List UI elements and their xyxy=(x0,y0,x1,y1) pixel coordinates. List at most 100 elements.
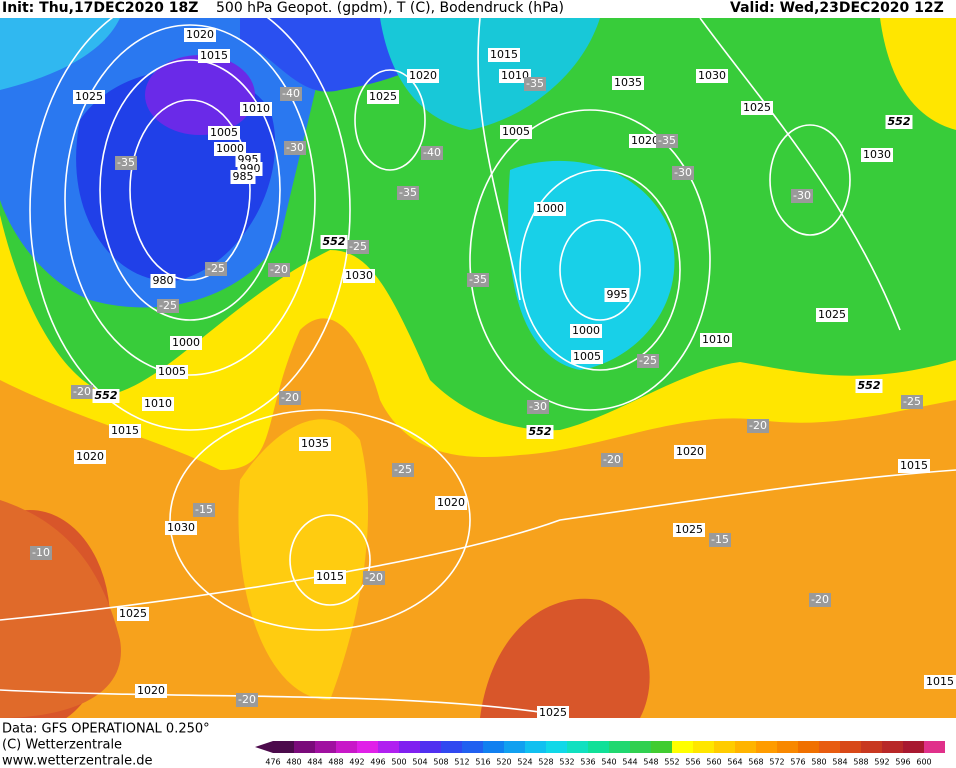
pressure-label-box xyxy=(700,333,732,347)
temperature-label-text: -10 xyxy=(32,546,50,559)
temperature-label: -20 xyxy=(236,693,258,707)
colorbar-label: 544 xyxy=(622,758,637,767)
colorbar-label: 520 xyxy=(496,758,511,767)
temperature-label-box xyxy=(115,156,137,170)
temperature-label-box xyxy=(901,395,923,409)
colorbar-swatch xyxy=(399,741,420,753)
pressure-label-text: 1020 xyxy=(631,134,659,147)
height-label: 552 xyxy=(885,115,913,129)
colorbar-swatch xyxy=(462,741,483,753)
colorbar-label: 592 xyxy=(874,758,889,767)
pressure-label-text: 1020 xyxy=(76,450,104,463)
field-cyan-nw xyxy=(0,18,120,90)
pressure-label: 1020 xyxy=(184,28,216,42)
pressure-label: 1020 xyxy=(674,445,706,459)
temperature-label: -15 xyxy=(709,533,731,547)
temperature-label-box xyxy=(30,546,52,560)
colorbar-swatch xyxy=(630,741,651,753)
pressure-label-text: 1015 xyxy=(316,570,344,583)
temperature-label: -40 xyxy=(280,87,302,101)
pressure-label-box xyxy=(314,570,346,584)
colorbar-swatch xyxy=(777,741,798,753)
temperature-label-box xyxy=(284,141,306,155)
pressure-label-box xyxy=(629,134,661,148)
isobar xyxy=(169,409,471,631)
temperature-label-box xyxy=(268,263,290,277)
pressure-label-box xyxy=(500,125,532,139)
pressure-label-box xyxy=(135,684,167,698)
colorbar-swatch xyxy=(504,741,525,753)
temperature-label-text: -35 xyxy=(117,156,135,169)
temperature-label: -20 xyxy=(71,385,93,399)
pressure-label-box xyxy=(214,142,246,156)
colorbar-label: 540 xyxy=(601,758,616,767)
colorbar-swatch xyxy=(609,741,630,753)
isobar xyxy=(469,109,711,411)
pressure-label-box xyxy=(184,28,216,42)
pressure-label-box xyxy=(537,706,569,720)
temperature-label-text: -20 xyxy=(811,593,829,606)
pressure-label-text: 1005 xyxy=(502,125,530,138)
colorbar-label: 536 xyxy=(580,758,595,767)
pressure-label-text: 1010 xyxy=(242,102,270,115)
colorbar-swatch xyxy=(567,741,588,753)
pressure-label-box xyxy=(924,675,956,689)
temperature-label-box xyxy=(392,463,414,477)
pressure-label: 1015 xyxy=(109,424,141,438)
colorbar-swatch xyxy=(861,741,882,753)
height-label: 552 xyxy=(526,425,554,439)
height-label: 552 xyxy=(855,379,883,393)
pressure-label: 1030 xyxy=(696,69,728,83)
pressure-label-box xyxy=(230,170,256,184)
pressure-label-text: 985 xyxy=(233,170,254,183)
pressure-label-box xyxy=(240,102,272,116)
pressure-label-text: 1030 xyxy=(698,69,726,82)
temperature-label-box xyxy=(527,400,549,414)
temperature-label: -20 xyxy=(268,263,290,277)
temperature-label-text: -25 xyxy=(159,299,177,312)
temperature-label-box xyxy=(524,77,546,91)
pressure-label-text: 1000 xyxy=(536,202,564,215)
colorbar-swatch xyxy=(441,741,462,753)
colorbar-swatch xyxy=(483,741,504,753)
pressure-label: 1025 xyxy=(741,101,773,115)
height-label-text: 552 xyxy=(529,425,552,438)
colorbar-swatch xyxy=(819,741,840,753)
isobars xyxy=(0,18,956,716)
temperature-label-box xyxy=(747,419,769,433)
colorbar-label: 516 xyxy=(475,758,490,767)
colorbar-swatch xyxy=(546,741,567,753)
temperature-label-text: -20 xyxy=(73,385,91,398)
temperature-label-box xyxy=(157,299,179,313)
temperature-label: -35 xyxy=(656,134,678,148)
website: www.wetterzentrale.de xyxy=(2,754,152,768)
temperature-label-text: -25 xyxy=(207,262,225,275)
pressure-label: 1015 xyxy=(924,675,956,689)
colorbar-label: 528 xyxy=(538,758,553,767)
colorbar-label: 560 xyxy=(706,758,721,767)
temperature-label-box xyxy=(363,571,385,585)
isobar xyxy=(129,99,251,281)
height-label-box xyxy=(526,425,554,439)
pressure-label: 1020 xyxy=(629,134,661,148)
pressure-label-text: 1005 xyxy=(158,365,186,378)
temperature-label-text: -20 xyxy=(238,693,256,706)
colorbar-label: 556 xyxy=(685,758,700,767)
pressure-label: 1005 xyxy=(571,350,603,364)
temperature-label: -25 xyxy=(347,240,369,254)
colorbar-swatch xyxy=(357,741,378,753)
pressure-label: 980 xyxy=(150,274,176,288)
pressure-label-text: 1010 xyxy=(144,397,172,410)
temperature-label: -25 xyxy=(637,354,659,368)
colorbar-label: 588 xyxy=(853,758,868,767)
pressure-label: 1025 xyxy=(367,90,399,104)
pressure-label: 1030 xyxy=(343,269,375,283)
temperature-label-text: -20 xyxy=(365,571,383,584)
temperature-label: -30 xyxy=(791,189,813,203)
colorbar-label: 572 xyxy=(769,758,784,767)
isobar xyxy=(99,59,281,321)
pressure-label-box xyxy=(343,269,375,283)
pressure-label: 1000 xyxy=(214,142,246,156)
temperature-label-text: -30 xyxy=(529,400,547,413)
colorbar-label: 476 xyxy=(265,758,280,767)
